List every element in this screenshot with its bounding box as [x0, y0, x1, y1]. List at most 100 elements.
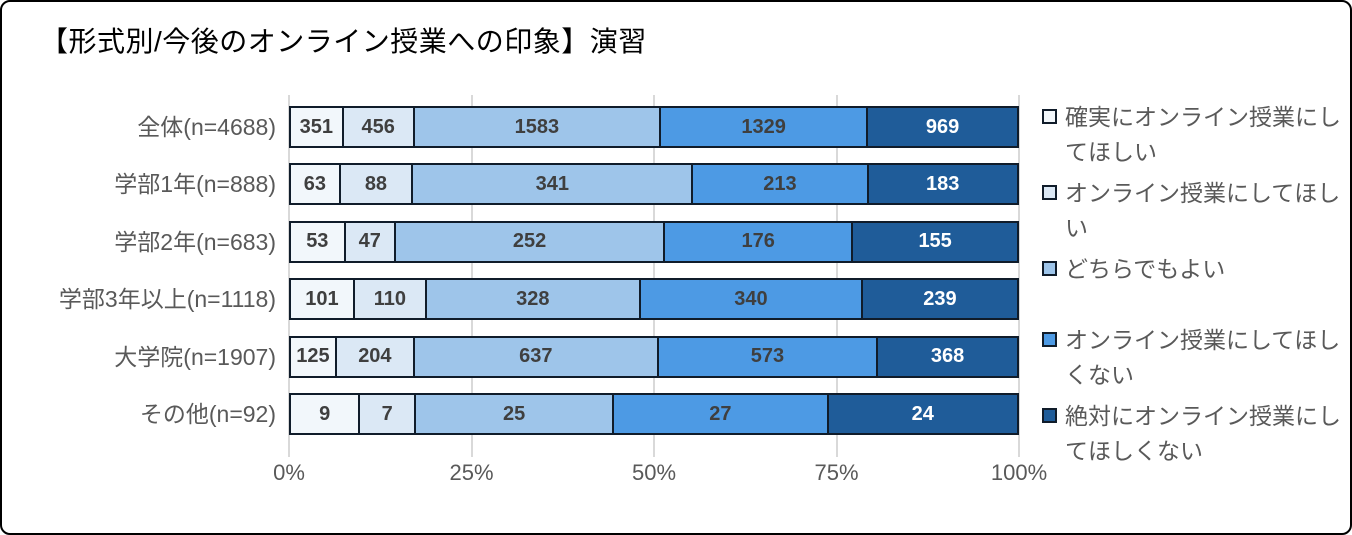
segment-value: 9: [319, 402, 331, 425]
bar-segment: 456: [343, 106, 415, 148]
segment-value: 637: [519, 345, 553, 368]
row-label: その他(n=92): [139, 401, 276, 427]
bar-row: 101 110 328 340 239: [289, 278, 1019, 321]
gridline-25pct: [470, 95, 473, 457]
segment-value: 25: [502, 402, 526, 425]
gridline-75pct: [835, 95, 838, 457]
segment-value: 341: [535, 172, 569, 195]
segment-value: 155: [918, 230, 952, 253]
row-label: 学部1年(n=888): [114, 171, 276, 198]
legend: 確実にオンライン授業にしてほしい オンライン授業にしてほしい どちらでもよい オ…: [1042, 100, 1342, 475]
segment-value: 252: [512, 230, 547, 253]
x-tick-label: 0%: [273, 460, 305, 485]
legend-label: オンライン授業にしてほしくない: [1065, 327, 1341, 388]
bar-segment: 47: [345, 220, 396, 263]
bar-segment: 340: [640, 278, 863, 321]
legend-swatch-series-5: [1042, 408, 1057, 423]
segment-value: 24: [911, 402, 934, 425]
x-tick-label: 75%: [814, 460, 859, 485]
chart-title: 【形式別/今後のオンライン授業への印象】演習: [40, 26, 647, 57]
bar-segment: 176: [665, 220, 854, 263]
category-axis: 全体(n=4688) 学部1年(n=888) 学部2年(n=683) 学部3年以上(n…: [22, 95, 280, 457]
bar-segment: 183: [868, 163, 1019, 206]
bar-row: 351 456 1583 1329 969: [289, 106, 1019, 148]
segment-value: 1583: [514, 115, 560, 138]
legend-item: どちらでもよい: [1042, 252, 1342, 287]
segment-value: 88: [364, 172, 388, 195]
segment-value: 204: [358, 345, 392, 368]
legend-label: どちらでもよい: [1065, 256, 1226, 282]
segment-value: 53: [306, 230, 329, 253]
legend-swatch-series-1: [1042, 109, 1057, 124]
segment-value: 27: [709, 402, 732, 425]
bar-segment: 7: [360, 393, 416, 435]
bar-segment: 969: [868, 106, 1019, 148]
segment-value: 176: [741, 230, 775, 253]
legend-swatch-series-3: [1042, 261, 1057, 276]
bar-segment: 155: [853, 220, 1019, 263]
segment-value: 7: [381, 402, 393, 425]
segment-value: 101: [305, 287, 339, 310]
bar-segment: 204: [336, 335, 415, 378]
segment-value: 183: [926, 172, 960, 195]
segment-value: 47: [358, 230, 381, 253]
bar-row: 63 88 341 213 183: [289, 163, 1019, 206]
bar-segment: 63: [289, 163, 341, 206]
segment-value: 969: [925, 115, 960, 138]
bar-segment: 341: [413, 163, 694, 206]
segment-value: 125: [296, 345, 330, 368]
segment-value: 340: [734, 287, 768, 310]
bar-segment: 239: [862, 278, 1019, 321]
bar-segment: 573: [658, 335, 879, 378]
bar-segment: 213: [693, 163, 869, 206]
bar-row: 9 7 25 27 24: [289, 393, 1019, 435]
bar-segment: 25: [415, 393, 615, 435]
bar-segment: 368: [878, 335, 1019, 378]
segment-value: 110: [373, 287, 406, 310]
segment-value: 351: [299, 115, 334, 138]
segment-value: 456: [361, 115, 395, 138]
row-label: 学部2年(n=683): [114, 228, 276, 255]
row-label: 全体(n=4688): [137, 114, 276, 140]
bar-segment: 637: [414, 335, 659, 378]
bar-segment: 1583: [414, 106, 662, 148]
bar-segment: 125: [289, 335, 337, 378]
x-axis: 0% 25% 50% 75% 100%: [273, 460, 1047, 492]
gridline-0pct: [288, 95, 290, 457]
x-tick-label: 50%: [631, 460, 677, 485]
bar-segment: 110: [354, 278, 427, 321]
legend-label: オンライン授業にしてほしい: [1065, 180, 1341, 241]
legend-label: 確実にオンライン授業にしてほしい: [1065, 104, 1341, 165]
segment-value: 368: [930, 345, 965, 368]
legend-item: 確実にオンライン授業にしてほしい: [1042, 100, 1342, 170]
x-tick-label: 25%: [449, 460, 494, 485]
segment-value: 213: [763, 172, 797, 195]
legend-label: 絶対にオンライン授業にしてほしくない: [1065, 403, 1341, 464]
row-label: 大学院(n=1907): [114, 343, 276, 370]
bar-segment: 1329: [661, 106, 869, 148]
gridline-100pct: [1018, 95, 1020, 457]
legend-swatch-series-4: [1042, 332, 1057, 347]
gridline-50pct: [653, 95, 655, 457]
bar-segment: 351: [289, 106, 344, 148]
bar-segment: 88: [340, 163, 414, 206]
bar-segment: 101: [289, 278, 355, 321]
segment-value: 573: [750, 345, 785, 368]
legend-item: 絶対にオンライン授業にしてほしくない: [1042, 399, 1342, 469]
segment-value: 1329: [741, 115, 786, 138]
row-label: 学部3年以上(n=1118): [58, 286, 276, 313]
legend-item: オンライン授業にしてほしい: [1042, 176, 1342, 246]
legend-swatch-series-2: [1042, 185, 1057, 200]
legend-item: オンライン授業にしてほしくない: [1042, 323, 1342, 393]
segment-value: 239: [923, 287, 957, 310]
bar-segment: 24: [828, 393, 1019, 435]
segment-value: 328: [516, 287, 550, 310]
segment-value: 63: [303, 172, 327, 195]
bar-segment: 328: [426, 278, 641, 321]
plot-area: 351 456 1583 1329 969 63 88 341 213 183 53 47 252 176…: [288, 95, 1020, 457]
bar-segment: 252: [395, 220, 666, 263]
x-tick-label: 100%: [990, 460, 1048, 485]
bar-segment: 27: [614, 393, 829, 435]
bar-segment: 9: [289, 393, 361, 435]
